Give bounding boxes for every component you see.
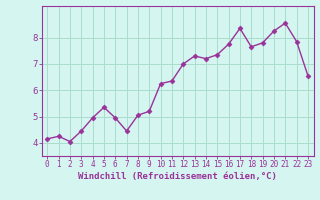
X-axis label: Windchill (Refroidissement éolien,°C): Windchill (Refroidissement éolien,°C) [78, 172, 277, 181]
